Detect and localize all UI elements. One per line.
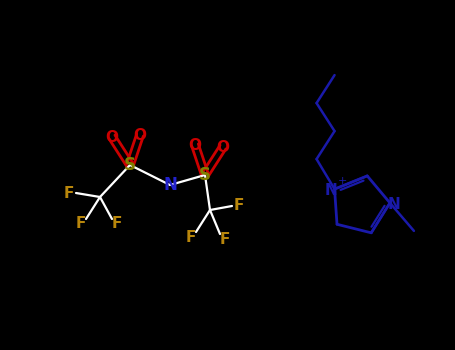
Text: F: F (186, 230, 196, 245)
Text: F: F (112, 217, 122, 231)
Text: S: S (199, 166, 211, 184)
Text: N: N (324, 183, 337, 198)
Text: O: O (133, 127, 147, 142)
Text: N: N (388, 197, 400, 212)
Text: N: N (163, 176, 177, 194)
Text: +: + (338, 176, 347, 186)
Text: O: O (217, 140, 229, 154)
Text: S: S (124, 156, 136, 174)
Text: F: F (76, 217, 86, 231)
Text: F: F (220, 231, 230, 246)
Text: O: O (106, 130, 118, 145)
Text: F: F (64, 186, 74, 201)
Text: F: F (234, 198, 244, 214)
Text: O: O (188, 138, 202, 153)
